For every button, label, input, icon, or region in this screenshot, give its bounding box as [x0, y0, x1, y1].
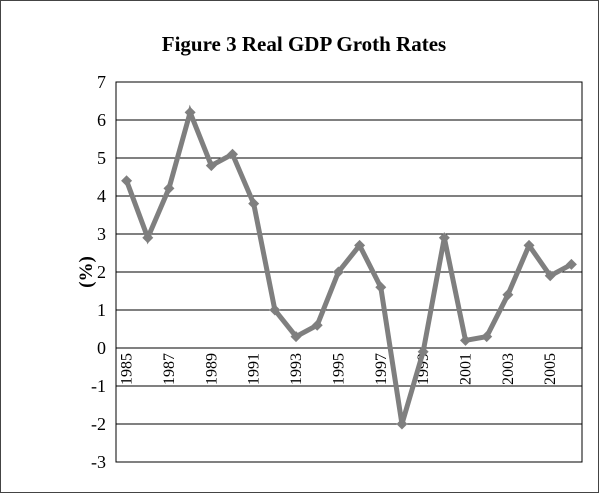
series-line	[124, 104, 573, 425]
x-tick-label: 1997	[373, 353, 390, 385]
x-tick-label: 1985	[119, 353, 136, 385]
data-point	[375, 281, 387, 293]
plot-area	[115, 81, 583, 463]
y-tick-label: 0	[97, 338, 106, 358]
data-point	[460, 334, 471, 346]
y-tick-label: 2	[97, 262, 106, 282]
x-tick-label: 1993	[288, 353, 305, 385]
data-point	[248, 198, 260, 210]
data-point	[142, 232, 154, 244]
data-point	[417, 346, 429, 358]
data-point	[121, 175, 133, 187]
x-tick-label: 1987	[161, 353, 178, 385]
data-point	[523, 239, 535, 251]
x-tick-labels: 1985 1987 1989 1991 1993 1995 1997 1999 2001 2003…	[119, 353, 560, 385]
data-point	[290, 331, 302, 343]
y-tick-label: -2	[91, 414, 106, 434]
data-point	[354, 239, 366, 251]
data-point	[205, 160, 217, 172]
gridlines	[116, 81, 582, 463]
y-tick-label: 4	[97, 186, 106, 206]
y-tick-label: 1	[97, 300, 106, 320]
x-tick-label: 2003	[500, 353, 517, 385]
y-tick-label: 6	[97, 110, 106, 130]
y-tick-label: 3	[97, 224, 106, 244]
data-point	[544, 270, 556, 282]
data-point	[565, 258, 577, 270]
data-point	[163, 182, 175, 194]
y-tick-labels: 7 6 5 4 3 2 1 0 -1 -2 -3	[91, 72, 106, 472]
y-tick-label: -3	[91, 452, 106, 472]
data-point	[227, 148, 238, 160]
data-point	[269, 304, 281, 316]
data-point	[184, 106, 196, 118]
data-point	[311, 319, 323, 331]
data-point	[481, 331, 493, 343]
y-tick-label: -1	[91, 376, 106, 396]
x-tick-label: 1995	[330, 353, 347, 385]
y-tick-label: 7	[97, 72, 106, 92]
x-tick-label: 1991	[246, 353, 263, 385]
data-point	[396, 418, 408, 430]
x-tick-label: 1989	[203, 353, 220, 385]
chart-title: Figure 3 Real GDP Groth Rates	[162, 32, 446, 56]
data-point	[438, 232, 450, 244]
x-tick-label: 2005	[542, 353, 559, 385]
data-point	[332, 266, 344, 278]
x-tick-label: 2001	[458, 353, 475, 385]
y-axis-label: (%)	[76, 256, 97, 288]
series-markers	[121, 106, 577, 430]
data-point	[502, 289, 514, 301]
y-tick-label: 5	[97, 148, 106, 168]
